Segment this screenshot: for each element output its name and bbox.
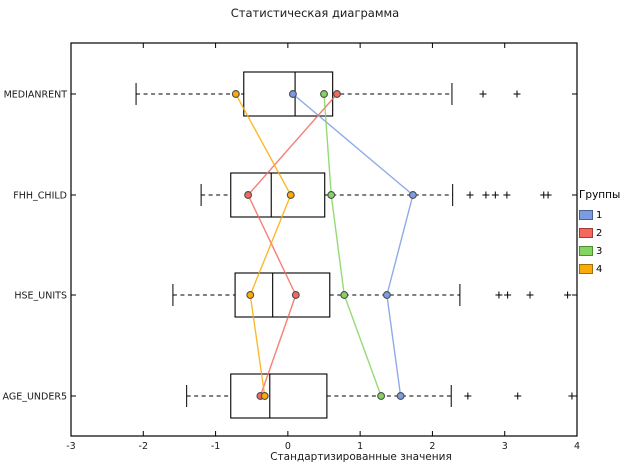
series-point-group2 (244, 191, 253, 199)
legend-swatch-group3 (579, 246, 593, 256)
series-point-group1 (408, 191, 417, 199)
series-point-group3 (377, 392, 386, 400)
legend-item-group1: 1 (579, 206, 620, 224)
x-axis-label: Стандартизированные значения (270, 451, 452, 463)
legend-label-group3: 3 (596, 245, 603, 257)
y-category-label: MEDIANRENT (4, 90, 68, 101)
legend-item-group4: 4 (579, 260, 620, 278)
y-category-label: HSE_UNITS (14, 291, 67, 302)
chart-title: Статистическая диаграмма (230, 6, 400, 20)
legend-item-group2: 2 (579, 224, 620, 242)
series-point-group4 (286, 191, 295, 199)
box-MEDIANRENT (243, 71, 334, 117)
legend-swatch-group1 (579, 210, 593, 220)
series-point-group3 (327, 191, 336, 199)
legend-title: Группы (579, 189, 621, 201)
y-category-label: FHH_CHILD (13, 191, 67, 202)
legend-swatch-group2 (579, 228, 593, 238)
legend-label-group1: 1 (596, 209, 603, 221)
series-line-group3 (323, 93, 382, 397)
series-point-group1 (396, 392, 405, 400)
plot-frame (70, 42, 578, 437)
x-tick-label: -1 (211, 441, 220, 452)
x-tick-label: 2 (429, 441, 435, 452)
legend-label-group4: 4 (596, 263, 603, 275)
series-point-group2 (333, 90, 341, 98)
y-category-label: AGE_UNDER5 (3, 392, 67, 403)
series-line-group1 (292, 93, 414, 397)
series-point-group1 (382, 291, 391, 299)
x-tick-label: 1 (357, 441, 363, 452)
series-line-group2 (247, 93, 338, 397)
box-AGE_UNDER5 (230, 373, 328, 419)
x-tick-label: -3 (66, 441, 75, 452)
series-point-group4 (246, 291, 255, 299)
series-point-group2 (291, 291, 300, 299)
series-point-group4 (260, 392, 269, 400)
legend: Группы 1 2 3 4 (579, 189, 620, 278)
x-tick-label: 4 (574, 441, 580, 452)
x-tick-label: 0 (285, 441, 291, 452)
series-point-group3 (340, 291, 349, 299)
x-tick-label: 3 (502, 441, 508, 452)
series-point-group4 (231, 90, 240, 98)
legend-item-group3: 3 (579, 242, 620, 260)
series-point-group3 (320, 90, 328, 98)
legend-label-group2: 2 (596, 227, 603, 239)
series-point-group1 (288, 90, 297, 98)
x-tick-label: -2 (139, 441, 148, 452)
legend-swatch-group4 (579, 264, 593, 274)
series-line-group4 (235, 93, 292, 397)
